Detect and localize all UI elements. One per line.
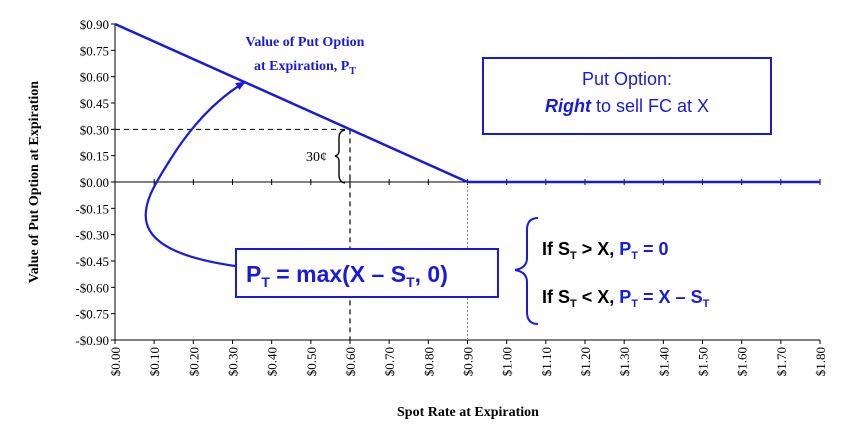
brace-30-cents — [334, 129, 346, 184]
y-tick-label: -$0.75 — [75, 307, 109, 322]
y-tick-label: $0.90 — [80, 17, 109, 32]
y-tick-label: $0.75 — [80, 43, 109, 58]
x-tick-label: $0.40 — [265, 347, 280, 376]
curve-label-line2: at Expiration, PT — [254, 59, 356, 77]
x-tick-label: $1.10 — [539, 347, 554, 376]
brace-label: 30¢ — [306, 150, 327, 165]
y-tick-label: -$0.15 — [75, 201, 109, 216]
x-axis-ticks: $0.00 $0.10 $0.20 $0.30 $0.40 $0.50 $0.60 $0.70… — [108, 179, 828, 376]
formula-box — [235, 248, 499, 298]
y-tick-label: -$0.60 — [75, 280, 109, 295]
x-tick-label: $0.90 — [461, 347, 476, 376]
x-tick-label: $0.60 — [343, 347, 358, 376]
x-tick-label: $0.50 — [304, 347, 319, 376]
info-box-line1: Put Option: — [582, 69, 672, 89]
x-axis-title: Spot Rate at Expiration — [397, 405, 539, 420]
x-tick-label: $0.80 — [421, 347, 436, 376]
x-tick-label: $1.80 — [813, 347, 828, 376]
y-tick-label: $0.30 — [80, 122, 109, 137]
x-tick-label: $1.70 — [774, 347, 789, 376]
y-axis-ticks: $0.90 $0.75 $0.60 $0.45 $0.30 $0.15 $0.00 -$0.1… — [75, 17, 115, 348]
y-tick-label: -$0.30 — [75, 228, 109, 243]
x-tick-label: $0.10 — [147, 347, 162, 376]
curve-arrow — [144, 81, 246, 268]
x-tick-label: $1.00 — [500, 347, 515, 376]
info-box-line2: Right to sell FC at X — [545, 96, 709, 116]
info-box — [482, 57, 772, 135]
condition-1: If ST > X, PT = 0 — [542, 239, 669, 262]
x-tick-label: $0.00 — [108, 347, 123, 376]
x-tick-label: $1.30 — [617, 347, 632, 376]
payoff-line — [114, 22, 820, 184]
condition-2: If ST < X, PT = X – ST — [542, 287, 710, 310]
y-tick-label: $0.45 — [80, 96, 109, 111]
curve-label-line1: Value of Put Option — [246, 35, 365, 50]
formula-text: PT = max(X – ST, 0) — [246, 261, 448, 290]
x-tick-label: $1.20 — [578, 347, 593, 376]
x-tick-label: $0.70 — [382, 347, 397, 376]
x-tick-label: $0.30 — [226, 347, 241, 376]
y-tick-label: $0.60 — [80, 70, 109, 85]
y-tick-label: -$0.45 — [75, 254, 109, 269]
y-tick-label: $0.00 — [80, 175, 109, 190]
y-tick-label: -$0.90 — [75, 333, 109, 348]
x-tick-label: $0.20 — [186, 347, 201, 376]
x-tick-label: $1.60 — [735, 347, 750, 376]
y-tick-label: $0.15 — [80, 149, 109, 164]
x-tick-label: $1.40 — [656, 347, 671, 376]
conditions-brace — [514, 217, 539, 325]
x-tick-label: $1.50 — [696, 347, 711, 376]
y-axis-title: Value of Put Option at Expiration — [27, 81, 42, 283]
